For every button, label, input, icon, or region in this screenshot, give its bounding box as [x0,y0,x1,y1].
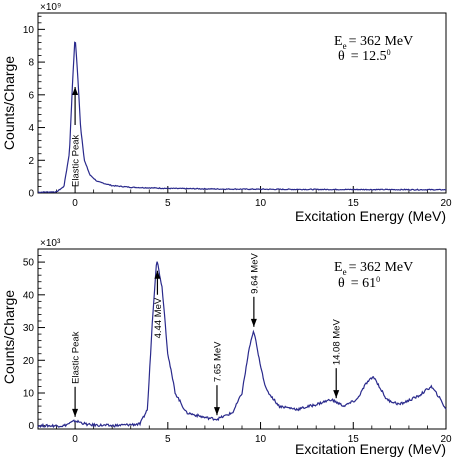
bottom-plot-frame [37,248,447,430]
annotation-label: Elastic Peak [71,331,82,384]
annotation-arrow-head [154,270,161,279]
bottom-xlabel: Excitation Energy (MeV) [295,441,446,457]
annotation-arrow-head [213,407,220,416]
top-beam-value: = 362 MeV [349,34,414,49]
annotation-0: Elastic Peak [71,331,82,417]
bottom-angle-value: = 61 [351,276,376,291]
top-multiplier: ×10⁹ [40,2,61,13]
top-ticks [37,15,447,194]
x-tick-label: 10 [255,434,267,445]
x-tick-label: 5 [165,198,171,209]
top-panel: 0 5 10 15 20 0 2 4 6 8 10 ×10⁹ Counts/Charge Excit… [1,2,452,224]
annotation-arrow-head [250,318,257,327]
bottom-beam-text: Ee = 362 MeV θ = 610 [334,260,413,291]
annotation-1: 4.44 MeV [153,270,164,338]
annotation-label: 14.08 MeV [332,319,343,366]
y-tick-label: 10 [23,25,35,36]
x-tick-label: 20 [440,434,452,445]
svg-text:θ= 610: θ = 610 [338,275,380,291]
bottom-ylabel: Counts/Charge [1,290,17,384]
bottom-panel: 0 5 10 15 20 0 10 20 30 40 50 ×10³ Counts/Charge E… [1,238,452,457]
bottom-angle-unit: 0 [376,275,380,284]
annotation-0: Elastic Peak [71,87,82,187]
annotation-label: 9.64 MeV [249,252,260,293]
svg-text:Ee= 362 MeV: Ee = 362 MeV [334,34,413,51]
bottom-beam-value: = 362 MeV [349,260,414,275]
top-angle-label: θ [338,49,345,64]
x-tick-label: 5 [165,434,171,445]
y-tick-label: 10 [23,389,35,400]
annotation-arrow-head [72,87,79,95]
y-tick-label: 0 [28,421,34,432]
bottom-multiplier: ×10³ [40,238,61,249]
svg-text:Ee= 362 MeV: Ee = 362 MeV [334,260,413,277]
annotation-label: 4.44 MeV [153,297,164,338]
top-ylabel: Counts/Charge [1,56,17,150]
y-tick-label: 2 [28,156,34,167]
top-angle-unit: 0 [387,48,391,57]
bottom-tick-labels: 0 5 10 15 20 0 10 20 30 40 50 [23,258,452,445]
y-tick-label: 20 [23,356,35,367]
y-tick-label: 4 [28,123,34,134]
top-annotations: Elastic Peak [71,87,82,187]
annotation-arrow-head [333,390,340,399]
top-beam-label: E [334,34,343,49]
annotation-label: 7.65 MeV [212,341,223,382]
top-tick-labels: 0 5 10 15 20 0 2 4 6 8 10 [23,25,452,209]
annotation-label: Elastic Peak [71,134,82,187]
x-tick-label: 10 [255,198,267,209]
top-beam-subscript: e [343,41,347,51]
y-tick-label: 6 [28,90,34,101]
annotation-arrow-head [72,408,79,417]
y-tick-label: 50 [23,258,35,269]
top-beam-text: Ee = 362 MeV θ = 12.50 [334,34,413,64]
top-xlabel: Excitation Energy (MeV) [295,208,446,224]
x-tick-label: 15 [348,198,360,209]
top-series-line [37,41,447,194]
y-tick-label: 30 [23,323,35,334]
bottom-angle-label: θ [338,276,345,291]
bottom-annotations: Elastic Peak 4.44 MeV 7.65 MeV 9.64 MeV 14.0… [71,252,343,417]
x-tick-label: 0 [72,198,78,209]
bottom-beam-subscript: e [343,267,347,277]
top-angle-value: = 12.5 [351,49,387,64]
x-tick-label: 0 [72,434,78,445]
bottom-series-line [37,261,447,429]
y-tick-label: 40 [23,290,35,301]
x-tick-label: 15 [348,434,360,445]
y-tick-label: 8 [28,58,34,69]
annotation-4: 14.08 MeV [332,319,343,399]
svg-text:θ= 12.50: θ = 12.50 [338,48,391,64]
annotation-3: 9.64 MeV [249,252,260,327]
x-tick-label: 20 [440,198,452,209]
y-tick-label: 0 [28,189,34,200]
annotation-2: 7.65 MeV [212,341,223,416]
bottom-ticks [37,248,447,429]
bottom-beam-label: E [334,260,343,275]
